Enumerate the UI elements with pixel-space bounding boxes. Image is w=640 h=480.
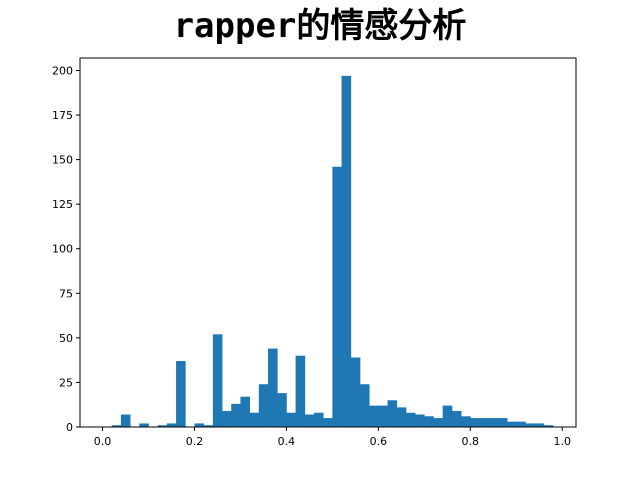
histogram-bar	[424, 416, 434, 427]
histogram-bar	[249, 412, 260, 427]
histogram-bar	[139, 423, 149, 427]
histogram-bar	[442, 405, 453, 427]
histogram-bar	[194, 423, 205, 427]
histogram-bar	[497, 418, 508, 427]
histogram-bar	[277, 393, 287, 427]
y-tick-label: 175	[52, 109, 73, 122]
y-tick-label: 100	[52, 243, 73, 256]
histogram-bar	[396, 407, 407, 427]
chart-title: rapper的情感分析	[173, 6, 467, 46]
y-tick-label: 25	[59, 376, 73, 389]
histogram-bar	[240, 396, 251, 427]
histogram-bar	[332, 166, 342, 428]
histogram-bar	[304, 414, 315, 427]
histogram-bar	[415, 414, 425, 427]
histogram-bar	[479, 418, 490, 427]
x-tick-label: 0.2	[186, 435, 204, 448]
x-tick-label: 0.0	[94, 435, 112, 448]
y-tick-label: 200	[52, 64, 73, 77]
histogram-bar	[488, 418, 499, 427]
histogram-bar	[369, 405, 379, 427]
histogram-bar	[313, 412, 324, 427]
histogram-bar	[176, 361, 186, 427]
histogram-bar	[433, 418, 444, 427]
x-tick-label: 0.6	[370, 435, 388, 448]
histogram-bar	[543, 425, 554, 427]
histogram-bar	[323, 418, 333, 427]
histogram-bar	[470, 418, 480, 427]
plot-frame	[79, 57, 577, 428]
histogram-bar	[157, 425, 168, 427]
histogram-bar	[516, 421, 526, 427]
histogram-bar	[166, 423, 177, 427]
y-tick-label: 75	[59, 287, 73, 300]
y-tick-label: 50	[59, 332, 73, 345]
histogram-bar	[507, 421, 517, 427]
histogram-bar	[120, 414, 131, 427]
histogram-bar	[387, 400, 398, 427]
histogram-bar	[461, 416, 471, 427]
histogram-bar	[286, 412, 296, 427]
histogram-bar	[350, 357, 361, 427]
histogram-bar	[405, 412, 416, 427]
y-tick-label: 0	[66, 421, 73, 434]
histogram-bar	[231, 403, 241, 427]
histogram-bar	[258, 384, 269, 427]
x-tick-label: 0.4	[278, 435, 296, 448]
y-tick-label: 150	[52, 154, 73, 167]
histogram-bar	[295, 355, 306, 427]
histogram-bar	[525, 423, 536, 427]
y-tick-label: 125	[52, 198, 73, 211]
x-tick-label: 1.0	[553, 435, 571, 448]
histogram-bar	[451, 410, 462, 427]
histogram-bar	[378, 405, 388, 427]
histogram-bar	[212, 334, 223, 427]
histogram-bar	[203, 425, 214, 427]
histogram-bar	[222, 410, 232, 427]
histogram-bar	[341, 75, 352, 427]
histogram-bar	[111, 425, 122, 427]
histogram-bar	[534, 423, 545, 427]
histogram-bar	[268, 348, 278, 427]
histogram-bar	[359, 384, 370, 427]
x-tick-label: 0.8	[462, 435, 480, 448]
